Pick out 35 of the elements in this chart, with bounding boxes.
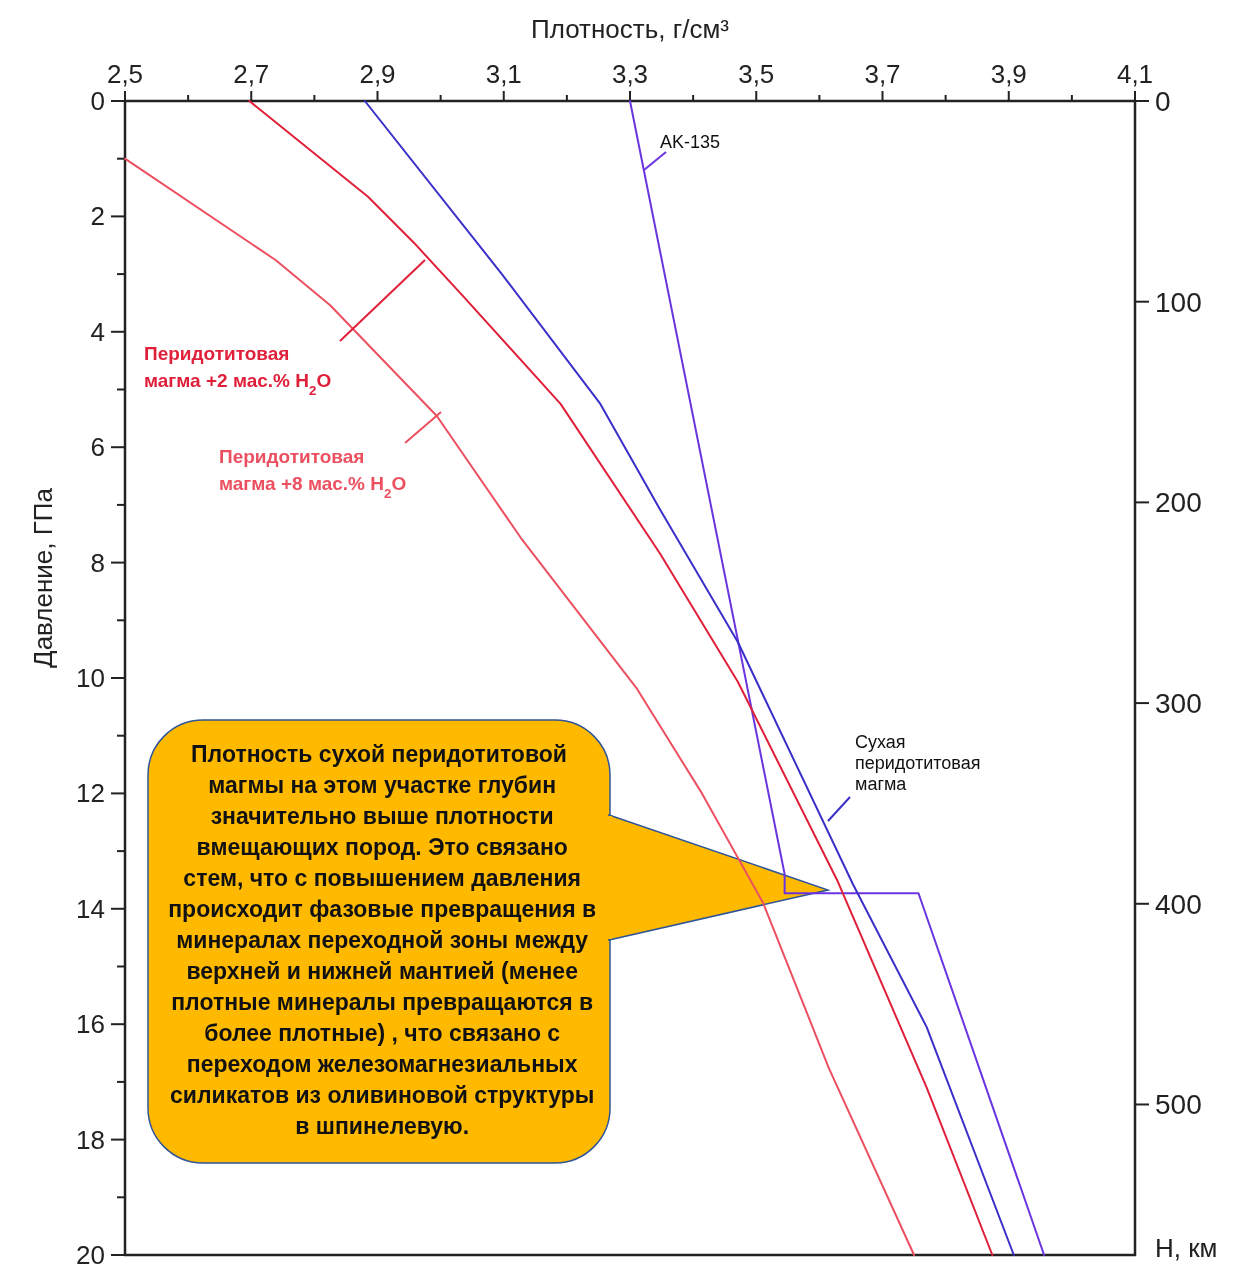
- y-tick-label: 0: [90, 86, 105, 116]
- y-tick-label: 8: [90, 547, 105, 578]
- x-tick-label: 3,9: [990, 59, 1027, 89]
- series-label: AK-135: [660, 132, 721, 152]
- x-tick-label: 3,3: [611, 59, 649, 89]
- x-axis-title: Плотность, г/см³: [531, 14, 730, 44]
- y2-tick-label: 400: [1155, 888, 1202, 920]
- y-tick-label: 18: [76, 1124, 105, 1155]
- x-tick-label: 3,1: [485, 59, 522, 89]
- y2-tick-label: 200: [1155, 487, 1202, 519]
- y-tick-label: 14: [76, 893, 105, 924]
- y2-axis-title: Н, км: [1155, 1233, 1218, 1263]
- y2-tick-label: 0: [1155, 86, 1171, 117]
- y2-tick-label: 500: [1155, 1089, 1202, 1121]
- x-tick-label: 3,7: [864, 59, 901, 89]
- x-tick-label: 2,7: [233, 59, 270, 89]
- y2-tick-label: 300: [1155, 688, 1202, 720]
- y-tick-label: 2: [90, 201, 105, 232]
- x-tick-label: 2,5: [106, 59, 144, 89]
- y-tick-label: 20: [76, 1240, 105, 1270]
- x-tick-label: 3,5: [738, 59, 775, 89]
- x-tick-label: 4,1: [1116, 59, 1154, 89]
- line-series: [629, 100, 1046, 1256]
- x-tick-label: 2,9: [359, 59, 396, 89]
- y-tick-label: 6: [90, 432, 105, 463]
- y-tick-label: 10: [76, 663, 105, 693]
- y-tick-label: 4: [90, 316, 105, 347]
- y-tick-label: 16: [76, 1009, 105, 1040]
- y2-tick-label: 100: [1155, 286, 1202, 318]
- text: Сухая перидотитовая магма: [855, 732, 981, 794]
- text: Плотность сухой перидотитовой магмы на этом участке глубин значительно выше плотности вмещающих пород. Это связано стем, что с повышением давления происходит фазовые превращения в минералах переходной зоны между верхней и нижней мантией (менее плотные минералы превращаются в более плотные) , что связано с переходом железомагнезиальных силикатов из оливиновой структуры в шпинелевую.: [168, 741, 597, 1139]
- legend-label: Перидотитовая магма +8 мас.% H$_{2}$O: [219, 446, 407, 501]
- y-tick-label: 12: [76, 778, 105, 809]
- y-axis-title: Давление, ГПа: [28, 487, 58, 668]
- text: Перидотитовая магма +2 мас.% H$_{2}$O: [144, 343, 332, 398]
